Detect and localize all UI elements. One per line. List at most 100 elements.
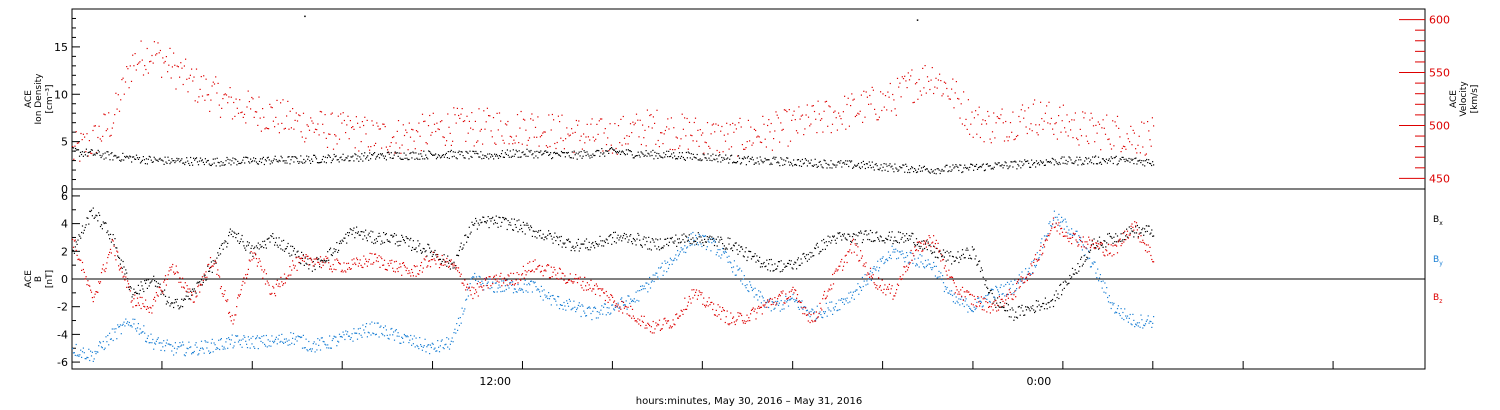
by-point [90, 350, 92, 352]
by-point [1123, 319, 1125, 321]
density-point [715, 154, 717, 156]
by-point [420, 344, 422, 346]
bx-point [1122, 239, 1124, 241]
bz-point [448, 265, 451, 267]
density-point [586, 151, 588, 153]
bx-point [732, 244, 735, 246]
bz-point [414, 266, 416, 268]
velocity-point [420, 150, 422, 152]
velocity-point [1031, 130, 1033, 132]
bx-point [370, 230, 372, 232]
density-point [323, 161, 325, 163]
bx-point [1006, 310, 1009, 312]
bx-point [150, 281, 152, 283]
density-point [369, 152, 371, 154]
by-point [542, 299, 544, 301]
bx-point [90, 209, 93, 211]
density-point [904, 171, 906, 173]
by-point [611, 304, 613, 306]
by-point [96, 351, 98, 353]
by-point [499, 286, 501, 288]
by-point [997, 289, 999, 291]
by-point [375, 333, 377, 335]
by-point [865, 284, 867, 286]
density-point [822, 167, 824, 169]
bx-point [336, 242, 338, 244]
density-point [1107, 159, 1109, 161]
bx-point [747, 256, 749, 258]
by-point [1094, 261, 1096, 263]
velocity-point [978, 106, 980, 108]
bz-point [309, 257, 311, 260]
bz-point [127, 280, 129, 282]
density-point [946, 164, 948, 166]
bx-point [1151, 229, 1153, 231]
bx-point [935, 247, 937, 249]
bx-point [379, 235, 381, 237]
velocity-point [709, 147, 711, 149]
bx-point [1060, 283, 1062, 285]
velocity-point [1148, 130, 1150, 132]
by-point [822, 317, 824, 319]
by-point [292, 332, 295, 335]
bx-point [850, 240, 852, 242]
bx-point [475, 220, 478, 222]
velocity-point [406, 131, 408, 134]
velocity-point [1101, 127, 1103, 129]
bx-point [468, 226, 470, 228]
bx-point [808, 258, 810, 260]
density-point [159, 157, 161, 159]
density-point [1050, 162, 1052, 164]
velocity-point [728, 148, 730, 150]
by-point [1103, 291, 1105, 293]
density-point [1002, 167, 1004, 169]
bz-point [407, 272, 409, 275]
bz-point [193, 301, 195, 303]
bx-point [603, 240, 606, 242]
velocity-point [256, 111, 258, 113]
density-point [174, 162, 176, 164]
by-point [90, 355, 93, 357]
velocity-point [666, 126, 668, 128]
density-point [712, 153, 714, 155]
density-point [327, 154, 329, 156]
bz-point [128, 286, 130, 288]
by-point [1088, 250, 1090, 252]
bx-point [362, 238, 364, 240]
bz-point [146, 306, 148, 308]
by-point [686, 246, 689, 248]
velocity-point [394, 152, 396, 154]
bx-point [963, 257, 965, 259]
density-point [377, 153, 380, 155]
bx-point [1032, 305, 1034, 307]
density-point [1115, 155, 1117, 157]
density-point [932, 170, 934, 172]
density-point [245, 156, 247, 158]
velocity-point [568, 135, 570, 137]
bx-point [138, 293, 140, 295]
by-point [223, 346, 225, 348]
bx-point [618, 239, 620, 241]
bx-point [501, 221, 503, 223]
bz-point [158, 286, 160, 289]
density-point [296, 157, 298, 160]
bz-point [143, 305, 145, 307]
velocity-point [539, 136, 541, 138]
bz-point [393, 261, 396, 263]
by-point [303, 347, 305, 349]
bx-point [1126, 236, 1129, 238]
bx-point [167, 302, 169, 304]
density-point [734, 161, 736, 164]
density-point [310, 162, 312, 164]
velocity-point [604, 128, 606, 130]
by-point [623, 304, 625, 306]
bx-point [115, 247, 117, 249]
by-point [417, 346, 419, 348]
density-point [919, 170, 922, 172]
bx-point [306, 263, 308, 265]
by-point [115, 328, 117, 330]
density-point [620, 151, 623, 153]
velocity-point [1153, 125, 1155, 127]
velocity-point [332, 148, 335, 150]
by-point [196, 346, 198, 348]
